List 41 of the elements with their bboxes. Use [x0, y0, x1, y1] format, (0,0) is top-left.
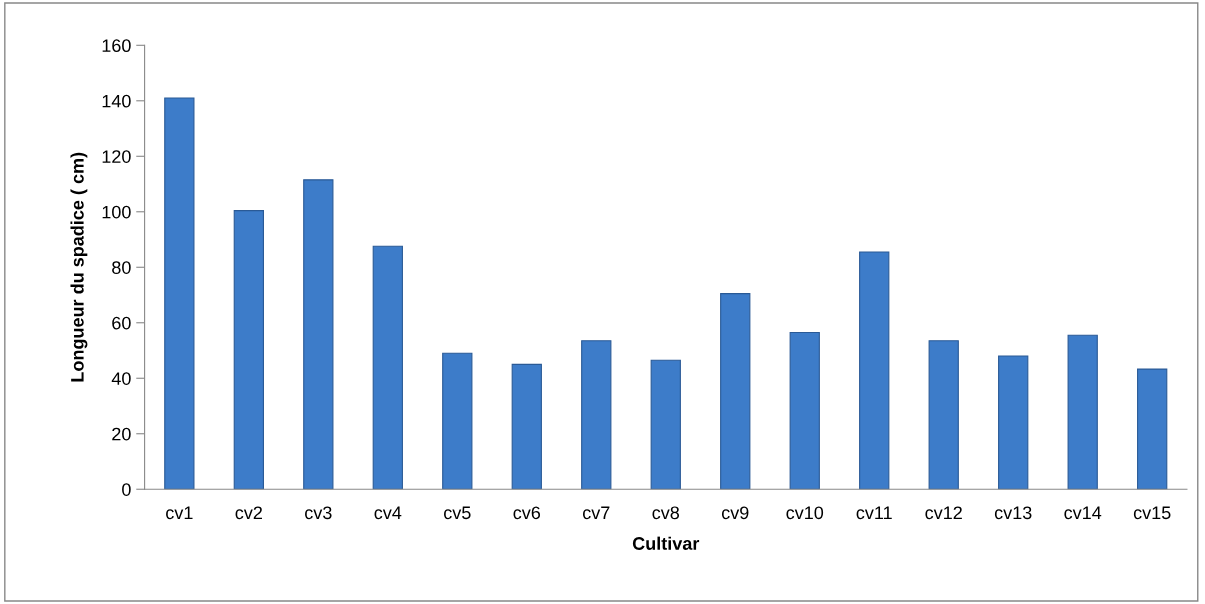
y-tick-label: 0: [122, 483, 131, 496]
bar: [164, 97, 195, 490]
bar: [998, 355, 1029, 490]
bar: [1067, 334, 1098, 490]
y-tick-label: 140: [102, 94, 131, 108]
bar: [511, 363, 542, 490]
x-tick-label: cv2: [235, 506, 262, 520]
bar: [789, 331, 820, 490]
x-tick-label: cv6: [513, 506, 541, 520]
y-tick-label: 80: [112, 261, 131, 274]
y-tick-label: 40: [111, 372, 131, 385]
x-tick-label: cv14: [1064, 506, 1102, 520]
bar: [442, 352, 473, 490]
x-tick-label: cv9: [721, 506, 749, 520]
bar: [928, 340, 959, 490]
y-tick-label: 20: [112, 427, 131, 441]
y-tick-label: 120: [102, 150, 131, 164]
y-axis-title: Longueur du spadice ( cm): [70, 152, 88, 382]
bar: [581, 340, 612, 490]
bar: [1137, 368, 1168, 490]
y-tick-label: 160: [102, 39, 131, 53]
x-tick-label: cv11: [856, 506, 892, 520]
bar: [233, 210, 264, 490]
bar: [303, 179, 334, 490]
x-tick-label: cv3: [305, 506, 332, 520]
y-tick-label: 100: [102, 205, 131, 219]
x-tick-label: cv5: [444, 506, 471, 520]
x-tick-label: cv12: [925, 506, 962, 520]
bar: [372, 245, 403, 490]
x-tick-label: cv15: [1133, 506, 1171, 520]
bar: [859, 251, 890, 490]
y-tick-label: 60: [112, 316, 131, 330]
bar: [720, 293, 751, 490]
x-tick-label: cv1: [166, 506, 193, 520]
x-tick-label: cv4: [374, 506, 402, 520]
bar: [650, 359, 681, 490]
x-axis-title: Cultivar: [632, 536, 700, 550]
x-tick-label: cv8: [652, 506, 680, 520]
x-tick-label: cv7: [582, 506, 610, 520]
x-tick-label: cv10: [786, 506, 824, 520]
x-tick-label: cv13: [994, 506, 1032, 520]
